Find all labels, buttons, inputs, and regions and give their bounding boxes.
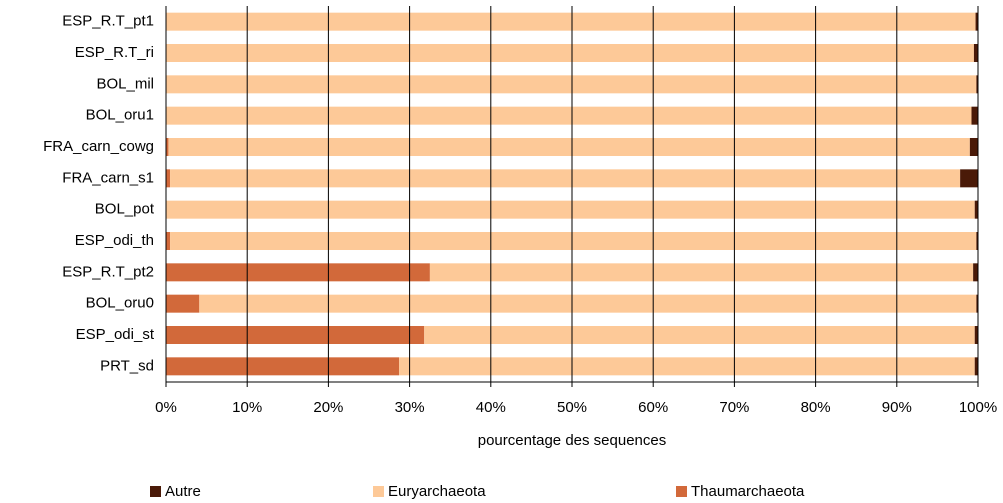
bar-segment [166,294,200,313]
bar-segment [166,263,430,282]
bar-segment [199,294,977,313]
x-axis-label: pourcentage des sequences [478,432,666,449]
y-tick-label: ESP_odi_th [75,232,154,249]
y-tick-label: BOL_oru1 [86,107,154,124]
x-tick-label: 60% [638,399,668,416]
y-tick-label: BOL_oru0 [86,295,154,312]
legend-label: Euryarchaeota [388,483,486,500]
x-tick-label: 30% [395,399,425,416]
bar-segment [166,232,171,250]
bar-segment [960,169,978,188]
legend-swatch [676,486,687,497]
bar-segment [429,263,974,282]
bar-segment [166,200,975,219]
y-tick-label: ESP_R.T_ri [75,44,154,61]
bar-segment [170,232,977,250]
bar-segment [976,294,978,313]
bar-segment [170,169,961,188]
y-tick-label: FRA_carn_cowg [43,138,154,155]
x-tick-label: 70% [719,399,749,416]
legend-swatch [373,486,384,497]
bar-segment [976,232,978,250]
bar-segment [974,200,978,219]
y-tick-label: ESP_odi_st [76,326,155,343]
bar-segment [976,75,978,94]
y-tick-label: BOL_pot [95,201,155,218]
x-tick-label: 80% [801,399,831,416]
bar-segment [974,326,978,344]
bar-segment [166,326,425,344]
bar-segment [973,263,978,282]
x-tick-label: 10% [232,399,262,416]
bar-segment [424,326,975,344]
x-tick-label: 100% [959,399,997,416]
y-tick-label: FRA_carn_s1 [62,169,154,186]
bar-segment [973,44,978,62]
bar-segment [975,12,978,31]
x-tick-label: 0% [155,399,177,416]
x-tick-label: 50% [557,399,587,416]
bar-segment [166,357,400,376]
bar-segment [166,75,977,94]
legend-swatch [150,486,161,497]
x-tick-label: 90% [882,399,912,416]
bar-segment [399,357,975,376]
legend-label: Autre [165,483,201,500]
bar-segment [166,12,976,31]
x-tick-label: 20% [313,399,343,416]
bar-segment [166,169,171,188]
bar-segment [166,138,169,156]
bar-segment [971,106,978,125]
y-tick-label: ESP_R.T_pt1 [62,13,154,30]
bar-segment [166,106,972,125]
legend-label: Thaumarchaeota [691,483,805,500]
y-tick-label: PRT_sd [100,357,154,374]
y-tick-label: BOL_mil [96,75,154,92]
bar-segment [168,138,970,156]
bar-segment [166,44,974,62]
y-tick-label: ESP_R.T_pt2 [62,263,154,280]
bar-segment [974,357,978,376]
x-tick-label: 40% [476,399,506,416]
bar-segment [969,138,978,156]
